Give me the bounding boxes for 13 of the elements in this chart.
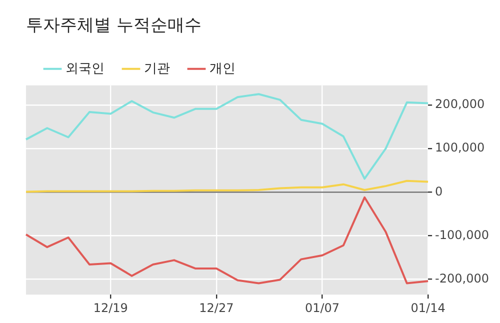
y-tick-label: 200,000 bbox=[435, 97, 485, 112]
legend-label: 개인 bbox=[210, 61, 236, 76]
x-tick-label: 01/07 bbox=[304, 300, 340, 315]
y-tick-label: -200,000 bbox=[435, 271, 489, 286]
legend-label: 외국인 bbox=[66, 61, 104, 76]
y-tick-label: 100,000 bbox=[435, 140, 485, 155]
x-tick-label: 12/19 bbox=[93, 300, 128, 315]
chart-title: 투자주체별 누적순매수 bbox=[26, 16, 202, 36]
y-tick-label: -100,000 bbox=[435, 228, 489, 242]
legend-label: 기관 bbox=[144, 61, 170, 76]
x-tick-label: 12/27 bbox=[199, 300, 234, 315]
x-tick-label: 01/14 bbox=[410, 300, 446, 315]
y-tick-label: 0 bbox=[435, 184, 443, 198]
